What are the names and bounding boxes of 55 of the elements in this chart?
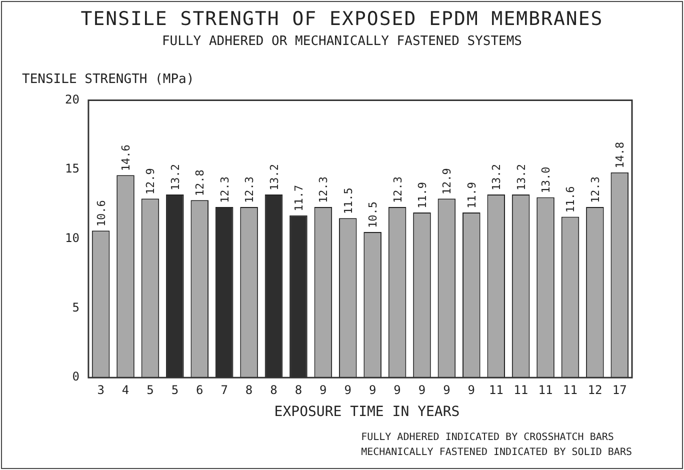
data-label: 12.3 — [218, 176, 232, 203]
x-tick-label: 11 — [514, 382, 528, 397]
x-tick-label: 9 — [320, 382, 327, 397]
x-tick-label: 5 — [146, 382, 154, 397]
x-tick-label: 11 — [488, 382, 504, 397]
x-tick-label: 9 — [394, 382, 401, 397]
data-label: 11.5 — [342, 188, 355, 214]
chart-title: TENSILE STRENGTH OF EXPOSED EPDM MEMBRANES — [80, 8, 604, 30]
y-tick-label: 0 — [72, 370, 80, 384]
x-tick-label: 9 — [468, 382, 476, 397]
x-tick-label: 9 — [443, 382, 450, 397]
x-tick-label: 6 — [196, 382, 204, 397]
x-tick-label: 8 — [245, 382, 253, 397]
data-label: 13.2 — [514, 164, 528, 191]
data-label: 12.3 — [243, 176, 256, 203]
x-tick-label: 4 — [122, 382, 130, 397]
data-label: 12.3 — [317, 176, 330, 203]
y-tick-label: 15 — [64, 162, 80, 176]
text: FULLY ADHERED INDICATED BY CROSSHATCH BARS — [361, 431, 615, 445]
data-label: 11.9 — [465, 182, 478, 209]
y-tick-label: 5 — [72, 300, 80, 314]
data-label: 11.6 — [564, 186, 578, 213]
x-tick-label: 5 — [171, 382, 179, 397]
data-label: 10.5 — [366, 201, 380, 228]
y-tick-label: 20 — [64, 92, 80, 106]
data-label: 13.2 — [168, 164, 182, 191]
data-label: 14.6 — [120, 144, 133, 172]
x-tick-label: 11 — [563, 382, 578, 397]
data-label: 14.8 — [614, 142, 627, 168]
x-tick-label: 9 — [344, 382, 352, 397]
data-label: 10.6 — [94, 200, 108, 227]
x-axis-title: EXPOSURE TIME IN YEARS — [273, 404, 461, 420]
x-tick-label: 11 — [538, 382, 553, 397]
data-label: 12.9 — [440, 168, 454, 195]
data-label: 13.2 — [268, 164, 281, 191]
x-tick-label: 3 — [97, 382, 104, 397]
y-axis-title: TENSILE STRENGTH (MPa) — [22, 72, 194, 87]
x-tick-label: 17 — [612, 382, 627, 397]
chart-subtitle: FULLY ADHERED OR MECHANICALLY FASTENED SYSTEMS — [160, 34, 524, 49]
x-tick-label: 12 — [588, 382, 602, 397]
data-label: 12.3 — [391, 176, 404, 203]
data-label: 12.9 — [144, 168, 158, 195]
x-tick-label: 7 — [220, 382, 228, 397]
data-label: 11.9 — [416, 182, 429, 209]
x-tick-label: 8 — [294, 382, 302, 397]
data-label: 13.0 — [540, 166, 553, 194]
x-tick-label: 9 — [368, 382, 376, 397]
data-label: 13.2 — [490, 164, 504, 191]
data-label: 12.8 — [194, 170, 207, 196]
data-label: 11.7 — [292, 184, 306, 212]
text: MECHANICALLY FASTENED INDICATED BY SOLID BARS — [361, 446, 632, 460]
data-label: 12.3 — [588, 176, 602, 203]
x-tick-label: 9 — [418, 382, 426, 397]
x-tick-label: 8 — [270, 382, 278, 397]
y-tick-label: 10 — [64, 231, 80, 246]
